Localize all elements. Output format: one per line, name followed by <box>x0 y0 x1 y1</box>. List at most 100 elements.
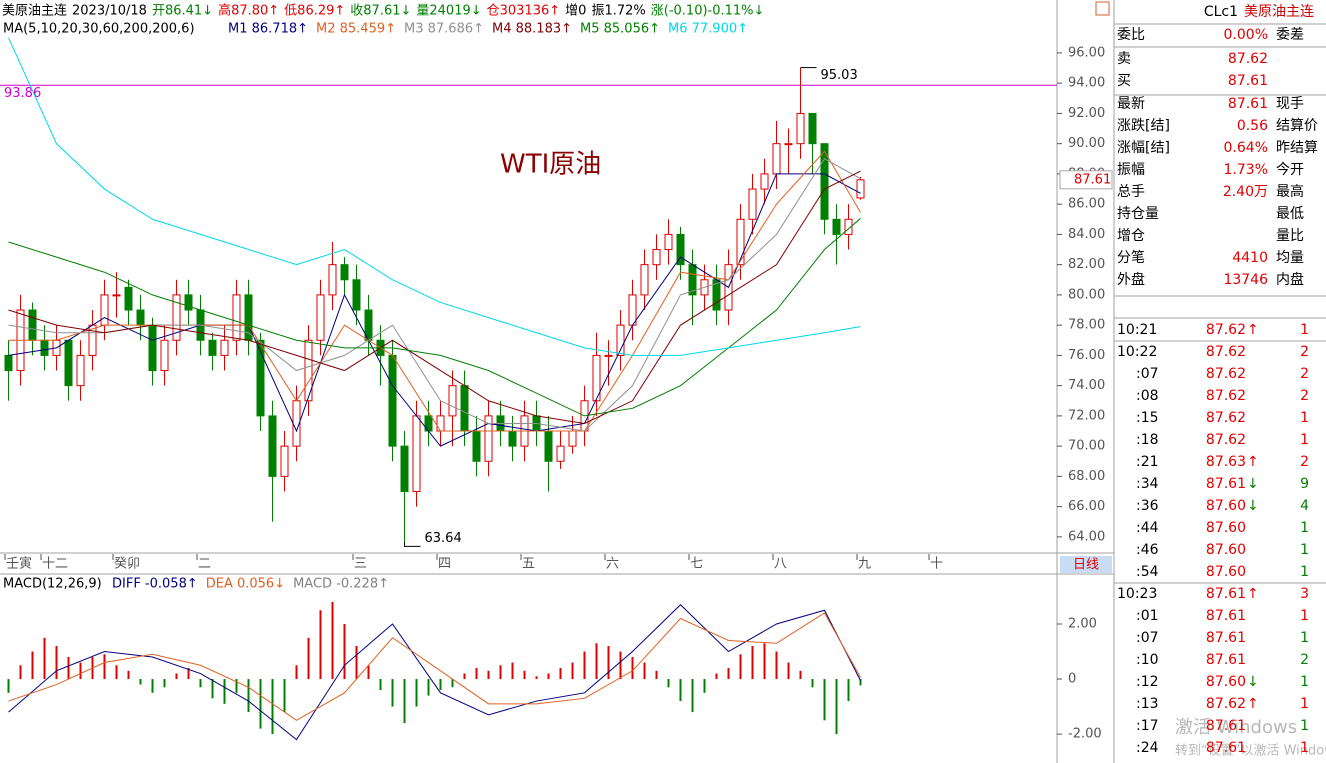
trade-time: :24 <box>1136 740 1159 756</box>
macd-title: MACD(12,26,9) <box>3 577 102 592</box>
quote-label: 总手 <box>1117 184 1145 200</box>
trade-time: :12 <box>1136 674 1159 690</box>
trade-time: :15 <box>1136 410 1159 426</box>
y-tick-label: 66.00 <box>1068 499 1105 514</box>
candle-body <box>220 339 229 356</box>
quote-code: CLc1 <box>1204 4 1238 20</box>
trade-volume: 1 <box>1300 542 1309 558</box>
candle-body <box>448 385 457 417</box>
trade-volume: 1 <box>1300 432 1309 448</box>
candle-body <box>304 339 313 402</box>
trade-price: 87.62 <box>1206 366 1246 382</box>
candle-body <box>628 294 637 326</box>
candle-body <box>736 218 745 266</box>
trade-time: :44 <box>1136 520 1159 536</box>
trade-time: 10:22 <box>1117 344 1157 360</box>
y-tick-label: 80.00 <box>1068 287 1105 302</box>
candle-body <box>76 354 85 387</box>
ma-legend: M2 85.459↑ <box>316 22 396 37</box>
header-item: 低86.29↑ <box>284 4 345 19</box>
max-label: 95.03 <box>821 68 858 83</box>
trade-volume: 2 <box>1300 344 1309 360</box>
trade-price: 87.60 <box>1206 542 1246 558</box>
time-label: 八 <box>774 557 787 572</box>
time-label: 二 <box>198 557 211 572</box>
candle-body <box>184 294 193 311</box>
min-marker <box>404 542 421 547</box>
trade-time: :07 <box>1136 630 1159 646</box>
quote-value: 0.64% <box>1224 140 1268 156</box>
candle-body <box>412 415 421 493</box>
candle-body <box>256 339 265 417</box>
last-price-label: 87.61 <box>1074 172 1111 187</box>
last-price-tag <box>1059 170 1113 190</box>
candle-body <box>460 385 469 432</box>
candle-body <box>760 173 769 190</box>
trade-price: 87.62 <box>1206 696 1246 712</box>
min-label: 63.64 <box>425 531 462 546</box>
quote-label: 增仓 <box>1117 228 1145 244</box>
period-label: 日线 <box>1073 558 1099 573</box>
quote-value: 87.61 <box>1228 96 1268 112</box>
trade-time: :18 <box>1136 432 1159 448</box>
trade-arrow: ↓ <box>1247 476 1259 492</box>
quote-label: 委差 <box>1276 27 1304 43</box>
candle-body <box>136 309 145 326</box>
trade-time: :21 <box>1136 454 1159 470</box>
quote-label: 涨幅[结] <box>1117 140 1170 156</box>
candle-body <box>856 179 865 199</box>
y-tick-label: 70.00 <box>1068 439 1105 454</box>
candle-body <box>844 218 853 235</box>
time-label: 十 <box>930 557 943 572</box>
period-button[interactable] <box>1060 556 1112 573</box>
window-button[interactable] <box>1095 1 1110 16</box>
quote-label: 最低 <box>1276 206 1304 222</box>
quote-label: 分笔 <box>1117 250 1145 266</box>
candle-body <box>748 188 757 220</box>
trade-time: :17 <box>1136 718 1159 734</box>
trade-volume: 1 <box>1300 630 1309 646</box>
candle-body <box>400 445 409 493</box>
trade-time: :46 <box>1136 542 1159 558</box>
header-item: 2023/10/18 <box>72 4 147 19</box>
quote-value: 87.61 <box>1228 73 1268 89</box>
candle-body <box>832 218 841 235</box>
time-label: 五 <box>522 557 535 572</box>
trade-time: 10:23 <box>1117 586 1157 602</box>
candle-body <box>640 264 649 296</box>
macd-legend: MACD -0.228↑ <box>293 577 389 592</box>
candle-body <box>808 112 817 145</box>
y-tick-label: 90.00 <box>1068 136 1105 151</box>
trade-price: 87.60 <box>1206 498 1246 514</box>
diff-line <box>8 604 861 741</box>
candle-body <box>160 339 169 372</box>
trade-volume: 2 <box>1300 454 1309 470</box>
quote-label: 委比 <box>1117 27 1145 43</box>
trade-volume: 1 <box>1300 322 1309 338</box>
trade-time: :10 <box>1136 652 1159 668</box>
time-label: 九 <box>858 557 871 572</box>
header-item: 仓303136↑ <box>487 4 561 19</box>
quote-value: 0.56 <box>1237 118 1268 134</box>
candle-body <box>556 445 565 462</box>
trade-price: 87.61 <box>1206 740 1246 756</box>
trade-price: 87.60 <box>1206 520 1246 536</box>
ma-legend: M4 88.183↑ <box>492 22 572 37</box>
time-label: 十二 <box>42 557 68 572</box>
trade-time: :08 <box>1136 388 1159 404</box>
macd-legend: DIFF -0.058↑ <box>112 577 198 592</box>
candle-body <box>172 294 181 341</box>
quote-label: 最新 <box>1117 96 1145 112</box>
trade-arrow: ↑ <box>1247 454 1259 470</box>
header-item: 高87.80↑ <box>218 3 279 19</box>
trade-price: 87.62 <box>1206 388 1246 404</box>
trade-arrow: ↓ <box>1247 498 1259 514</box>
candle-body <box>772 143 781 175</box>
trade-time: :01 <box>1136 608 1159 624</box>
quote-label: 现手 <box>1276 96 1304 112</box>
candle-body <box>208 339 217 356</box>
y-tick-label: 78.00 <box>1068 318 1105 333</box>
quote-label: 卖 <box>1117 51 1131 67</box>
trade-time: :07 <box>1136 366 1159 382</box>
trade-price: 87.61 <box>1206 476 1246 492</box>
